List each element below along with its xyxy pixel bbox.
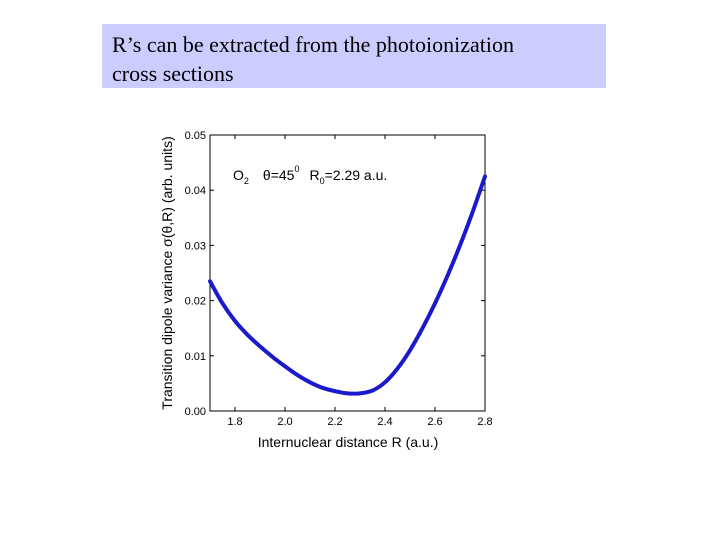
- y-axis-label: Transition dipole variance σ(θ,R) (arb. …: [159, 136, 175, 409]
- annotation-angle-sup: 0: [294, 164, 299, 174]
- x-axis-ticks: 1.8 2.0 2.2 2.4 2.6 2.8: [227, 135, 493, 428]
- slide-title-line2: cross sections: [112, 61, 234, 86]
- y-tick-label: 0.02: [185, 296, 206, 308]
- y-tick-label: 0.00: [185, 406, 206, 418]
- x-axis-label: Internuclear distance R (a.u.): [258, 434, 439, 450]
- annotation-molecule: O: [233, 167, 244, 183]
- x-tick-label: 2.2: [327, 416, 342, 428]
- y-tick-label: 0.01: [185, 351, 206, 363]
- annotation-req-sub: 0: [320, 176, 325, 186]
- annotation-req-value: =2.29 a.u.: [325, 167, 388, 183]
- series-line: [208, 174, 487, 396]
- slide-title: R’s can be extracted from the photoioniz…: [102, 24, 606, 88]
- annotation: O2 θ=450 R0=2.29 a.u.: [233, 164, 387, 186]
- x-tick-label: 2.6: [427, 416, 442, 428]
- annotation-req: R: [309, 167, 319, 183]
- x-tick-label: 2.0: [277, 416, 292, 428]
- plot-frame: [209, 134, 486, 412]
- annotation-angle: θ=45: [263, 167, 295, 183]
- slide-title-line1: R’s can be extracted from the photoioniz…: [112, 32, 514, 57]
- y-tick-label: 0.05: [185, 130, 206, 142]
- y-tick-label: 0.03: [185, 240, 206, 252]
- x-tick-label: 2.4: [377, 416, 392, 428]
- x-tick-label: 2.8: [477, 416, 492, 428]
- y-tick-label: 0.04: [185, 185, 206, 197]
- y-axis-ticks: 0.00 0.01 0.02 0.03 0.04 0.05: [185, 130, 485, 418]
- x-tick-label: 1.8: [227, 416, 242, 428]
- annotation-molecule-sub: 2: [244, 176, 249, 186]
